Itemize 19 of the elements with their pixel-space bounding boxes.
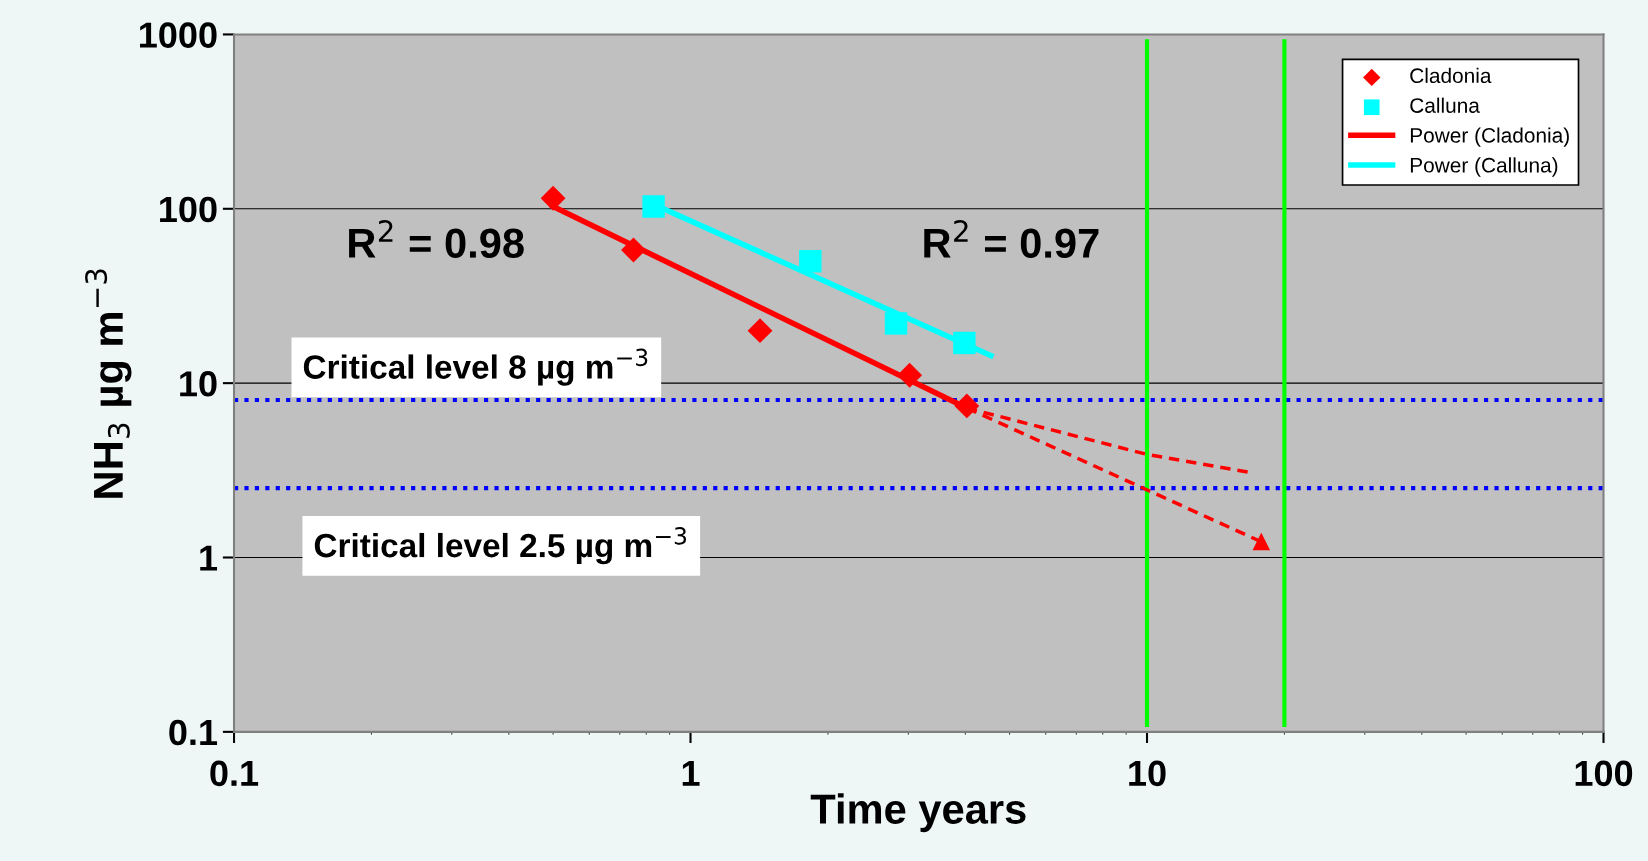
x-axis-title: Time years <box>810 793 1026 833</box>
y-tick-label: 1000 <box>139 22 217 48</box>
ref-line-label: Critical level 2.5 µg m$^{−3}$ <box>314 527 687 565</box>
y-axis-title: NH$_{3}$ µg m$^{−3}$ <box>85 269 132 498</box>
x-tick-label: 100 <box>1575 760 1633 787</box>
annotation: R$^{2}$ = 0.97 <box>924 220 1099 259</box>
legend-label: Power (Cladonia) <box>1410 127 1569 147</box>
x-tick-label: 10 <box>1129 760 1166 787</box>
y-tick-label: 100 <box>160 196 217 223</box>
annotation: R$^{2}$ = 0.98 <box>349 220 524 259</box>
ref-line-label: Critical level 8 µg m$^{−3}$ <box>303 348 648 386</box>
legend-label: Power (Calluna) <box>1410 157 1558 177</box>
legend-label: Cladonia <box>1410 67 1492 84</box>
y-tick-label: 0.1 <box>169 719 218 746</box>
y-tick-label: 10 <box>180 371 217 397</box>
y-tick-label: 1 <box>200 545 218 571</box>
x-tick-label: 1 <box>682 760 700 786</box>
legend-label: Calluna <box>1410 97 1480 113</box>
x-tick-label: 0.1 <box>210 760 259 787</box>
